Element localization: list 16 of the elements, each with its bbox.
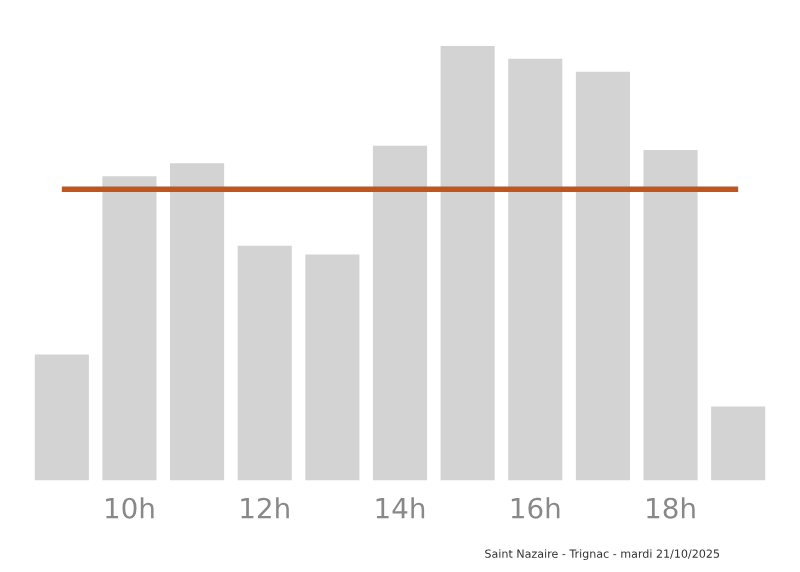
bar: [575, 71, 630, 481]
x-tick-label: 10h: [106, 497, 154, 519]
bar: [237, 245, 292, 481]
bar: [305, 254, 360, 481]
bar: [372, 145, 428, 481]
x-tick-label: 16h: [511, 497, 560, 519]
x-tick-label: 12h: [241, 497, 289, 519]
bar: [34, 354, 89, 481]
bar: [711, 406, 766, 481]
x-tick-label: 18h: [647, 497, 695, 519]
bar: [440, 45, 495, 481]
bar: [643, 150, 698, 481]
bar: [102, 176, 157, 481]
bar: [170, 163, 225, 481]
x-tick-label: 14h: [376, 497, 425, 519]
bar: [508, 58, 563, 481]
